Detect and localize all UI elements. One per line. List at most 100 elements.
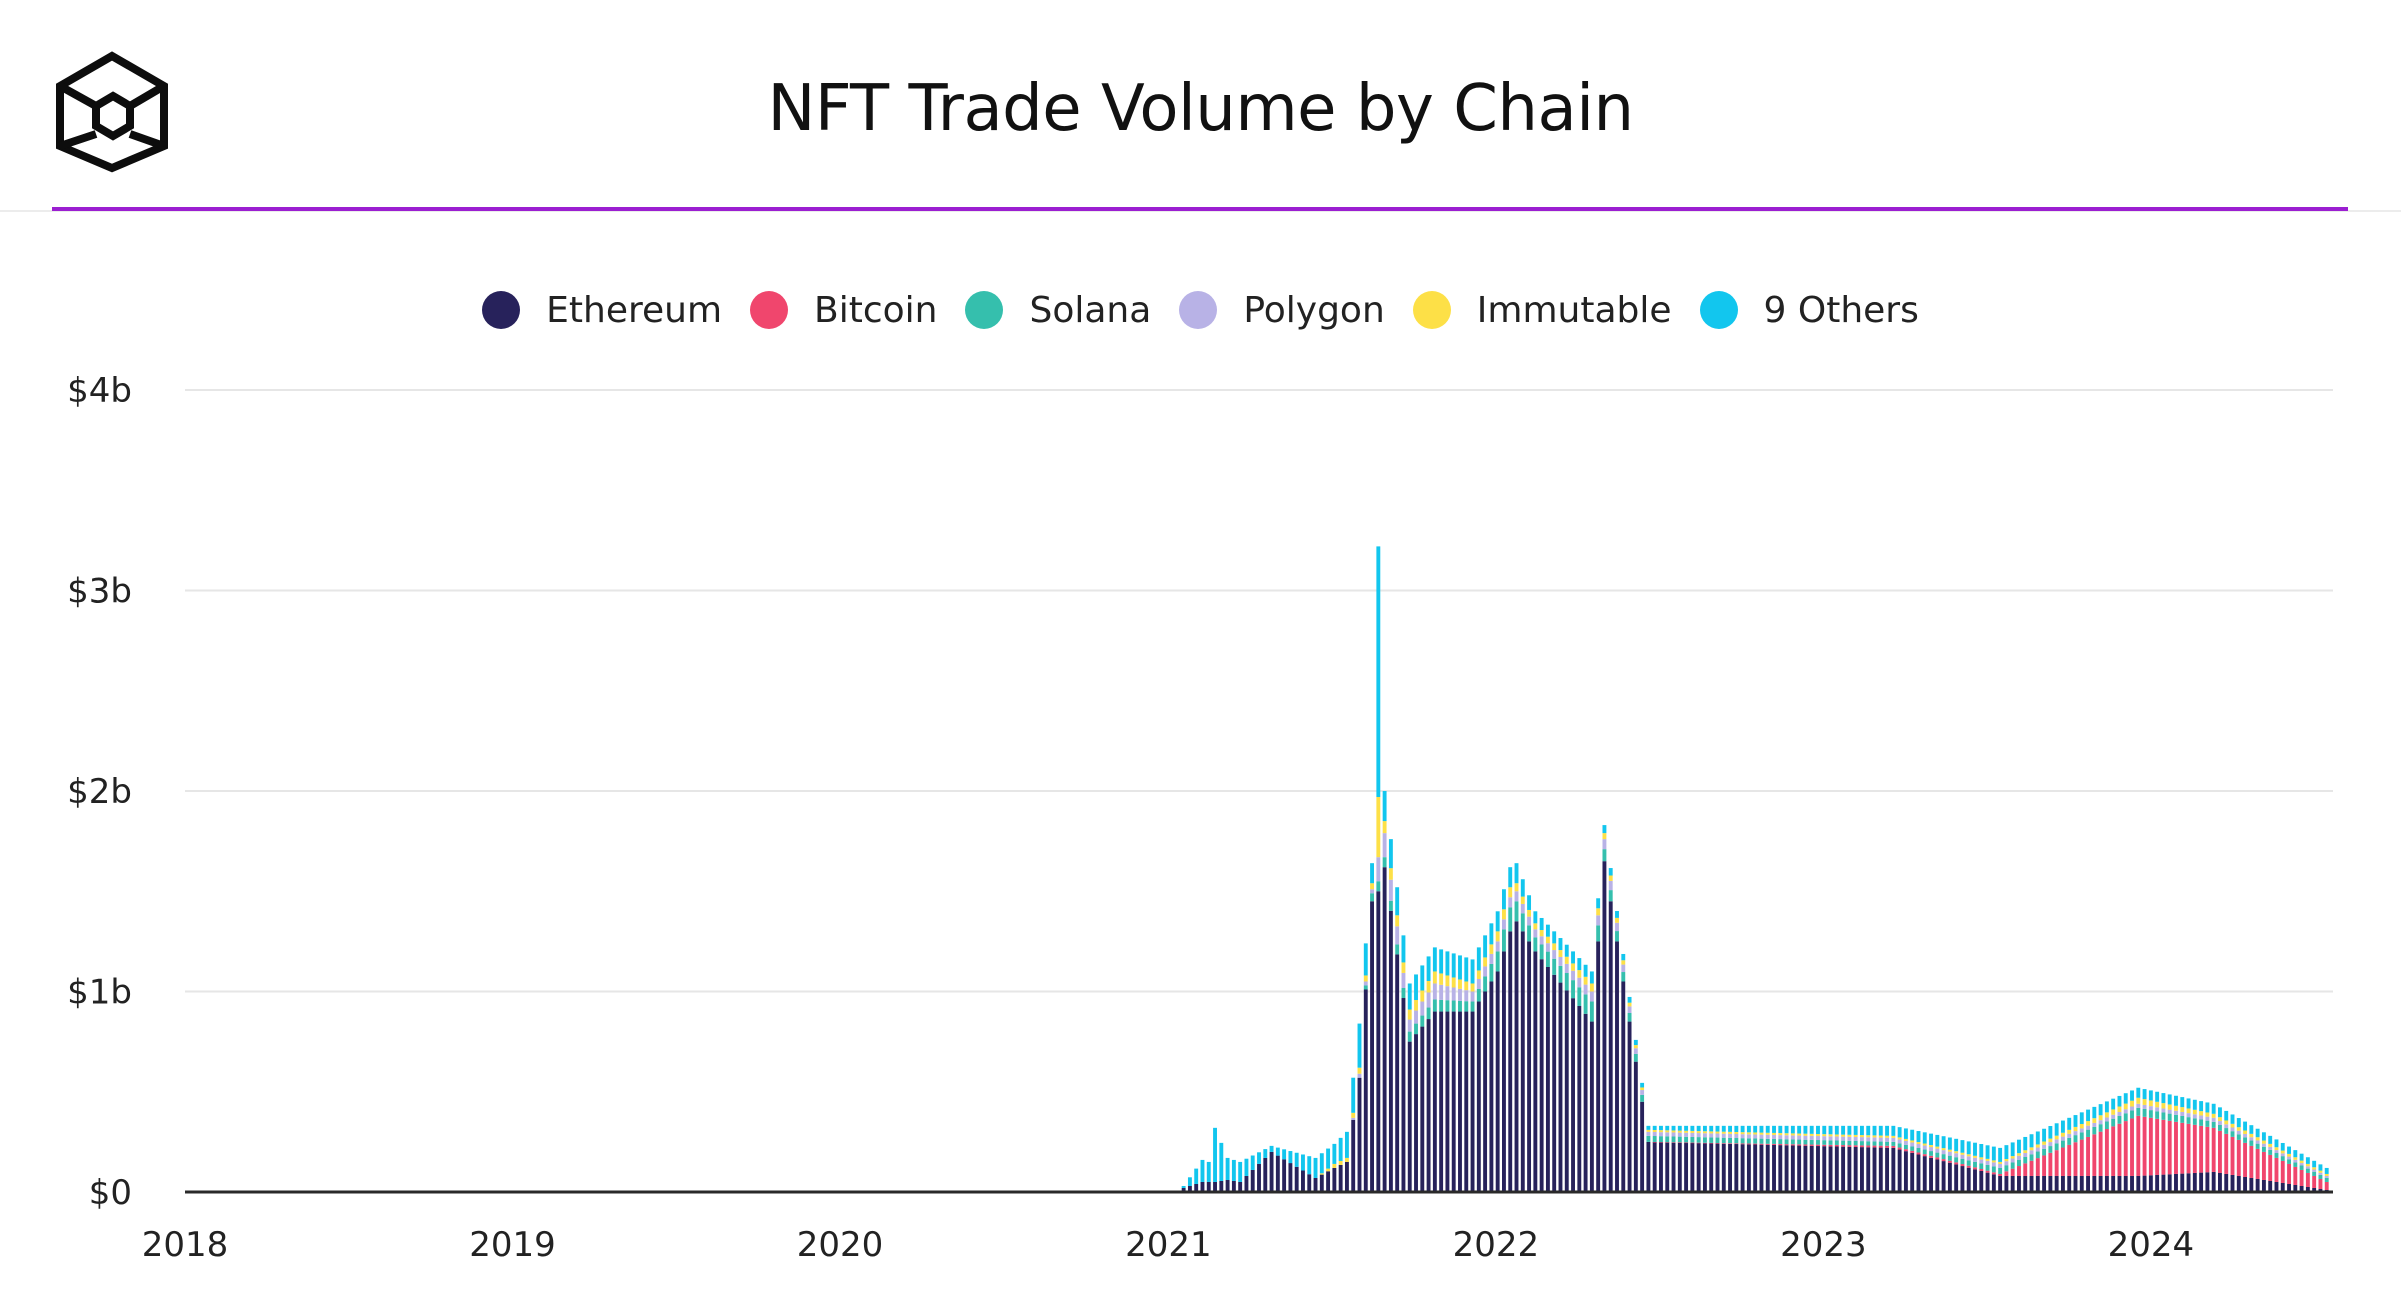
bar-segment bbox=[1357, 1067, 1362, 1074]
bar-segment bbox=[1891, 1145, 1896, 1148]
bar-segment bbox=[1596, 898, 1601, 909]
bar-segment bbox=[1715, 1143, 1720, 1192]
bar-segment bbox=[1885, 1125, 1890, 1136]
bar-segment bbox=[1797, 1133, 1802, 1136]
bar-segment bbox=[1916, 1154, 1921, 1192]
bar-segment bbox=[1558, 982, 1563, 1192]
bar-segment bbox=[1489, 923, 1494, 945]
bar-segment bbox=[1790, 1144, 1795, 1146]
bar-segment bbox=[1244, 1175, 1249, 1192]
bar-segment bbox=[1621, 972, 1626, 982]
bar-segment bbox=[1847, 1136, 1852, 1141]
bar-segment bbox=[1458, 1000, 1462, 1012]
legend-item-5[interactable]: 9 Others bbox=[1699, 290, 1919, 331]
bar-segment bbox=[2305, 1157, 2310, 1164]
legend-item-1[interactable]: Bitcoin bbox=[750, 290, 937, 331]
bar-segment bbox=[2199, 1125, 2204, 1173]
bar-segment bbox=[2104, 1129, 2109, 1176]
chart-legend: Ethereum Bitcoin Solana Polygon Immutable 9 O… bbox=[0, 282, 2401, 338]
bar-segment bbox=[2123, 1175, 2128, 1192]
bar-segment bbox=[1671, 1142, 1676, 1192]
legend-item-4[interactable]: Immutable bbox=[1412, 290, 1672, 331]
legend-item-3[interactable]: Polygon bbox=[1179, 290, 1385, 331]
bar-segment bbox=[1420, 990, 1425, 1002]
bar-segment bbox=[1533, 911, 1538, 924]
y-tick-label: $2b bbox=[67, 772, 132, 812]
bar-segment bbox=[2067, 1117, 2072, 1130]
bar-segment bbox=[1388, 868, 1393, 880]
bar-segment bbox=[1483, 966, 1488, 977]
bar-segment bbox=[1671, 1130, 1676, 1133]
bar-segment bbox=[1696, 1142, 1701, 1144]
bar-segment bbox=[1677, 1142, 1682, 1192]
bar-segment bbox=[1834, 1136, 1839, 1141]
bar-segment bbox=[1684, 1132, 1689, 1137]
bar-segment bbox=[2318, 1172, 2323, 1175]
bar-segment bbox=[2086, 1109, 2090, 1122]
legend-swatch bbox=[1179, 291, 1218, 329]
bar-segment bbox=[1979, 1157, 1984, 1160]
bar-segment bbox=[2086, 1175, 2090, 1192]
bar-segment bbox=[1872, 1147, 1877, 1192]
bar-segment bbox=[2236, 1175, 2241, 1192]
bar-segment bbox=[1966, 1160, 1971, 1166]
bar-segment bbox=[1589, 1001, 1594, 1022]
bar-segment bbox=[1797, 1144, 1802, 1146]
legend-label: Bitcoin bbox=[814, 289, 938, 331]
bar-segment bbox=[2243, 1133, 2248, 1138]
bar-segment bbox=[2161, 1174, 2166, 1192]
bar-segment bbox=[2230, 1127, 2235, 1132]
bar-segment bbox=[1571, 998, 1575, 1192]
bar-segment bbox=[1602, 825, 1607, 834]
bar-segment bbox=[2167, 1120, 2172, 1175]
bar-segment bbox=[2086, 1125, 2090, 1130]
bar-segment bbox=[1307, 1156, 1312, 1175]
bar-segment bbox=[1765, 1143, 1770, 1145]
bar-segment bbox=[2318, 1174, 2323, 1179]
bar-segment bbox=[1954, 1157, 1959, 1163]
bar-segment bbox=[2287, 1163, 2291, 1184]
bar-segment bbox=[2048, 1142, 2053, 1147]
bar-segment bbox=[1583, 994, 1588, 1014]
bar-segment bbox=[2299, 1163, 2304, 1166]
bar-segment bbox=[1539, 944, 1544, 960]
bar-segment bbox=[1476, 947, 1481, 971]
bar-segment bbox=[1860, 1137, 1864, 1142]
bar-segment bbox=[2042, 1148, 2047, 1156]
bar-segment bbox=[2067, 1137, 2072, 1145]
bar-segment bbox=[2048, 1126, 2053, 1139]
bar-segment bbox=[2318, 1178, 2323, 1189]
bar-segment bbox=[1564, 990, 1569, 1192]
bar-segment bbox=[2312, 1171, 2317, 1176]
bar-segment bbox=[2017, 1159, 2021, 1167]
bar-segment bbox=[1313, 1157, 1318, 1178]
bar-segment bbox=[1451, 977, 1456, 988]
bar-segment bbox=[2274, 1150, 2279, 1154]
bar-segment bbox=[2186, 1098, 2191, 1109]
bar-segment bbox=[1778, 1125, 1783, 1134]
bar-segment bbox=[1684, 1142, 1689, 1144]
bar-segment bbox=[1991, 1146, 1996, 1161]
bar-segment bbox=[2186, 1123, 2191, 1174]
bar-segment bbox=[2155, 1101, 2160, 1108]
bar-segment bbox=[2148, 1117, 2153, 1176]
bar-segment bbox=[2117, 1111, 2122, 1116]
bar-segment bbox=[2211, 1171, 2216, 1192]
bar-segment bbox=[1935, 1152, 1940, 1158]
bar-segment bbox=[1332, 1167, 1337, 1192]
bar-segment bbox=[1194, 1183, 1199, 1192]
legend-item-0[interactable]: Ethereum bbox=[482, 290, 722, 331]
legend-item-2[interactable]: Solana bbox=[965, 290, 1151, 331]
bar-segment bbox=[1558, 938, 1563, 951]
bar-segment bbox=[1960, 1166, 1965, 1192]
bar-segment bbox=[1495, 941, 1500, 952]
bar-segment bbox=[1407, 1009, 1412, 1020]
bar-segment bbox=[1922, 1154, 1927, 1157]
bar-segment bbox=[1728, 1125, 1732, 1132]
bar-segment bbox=[1765, 1138, 1770, 1144]
bar-segment bbox=[1552, 931, 1557, 944]
bar-segment bbox=[1853, 1146, 1858, 1192]
bar-segment bbox=[1564, 963, 1569, 974]
bar-segment bbox=[1941, 1159, 1946, 1162]
bar-segment bbox=[2236, 1127, 2241, 1131]
